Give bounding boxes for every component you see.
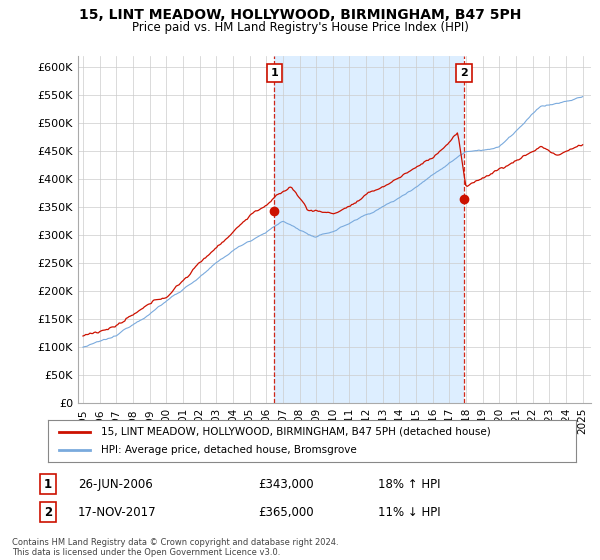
Bar bbox=[274, 56, 464, 403]
Text: 1: 1 bbox=[44, 478, 52, 491]
Text: 15, LINT MEADOW, HOLLYWOOD, BIRMINGHAM, B47 5PH: 15, LINT MEADOW, HOLLYWOOD, BIRMINGHAM, … bbox=[79, 8, 521, 22]
Text: £343,000: £343,000 bbox=[258, 478, 314, 491]
Text: 26-JUN-2006: 26-JUN-2006 bbox=[78, 478, 153, 491]
Text: £365,000: £365,000 bbox=[258, 506, 314, 519]
Text: 2: 2 bbox=[44, 506, 52, 519]
Text: Contains HM Land Registry data © Crown copyright and database right 2024.
This d: Contains HM Land Registry data © Crown c… bbox=[12, 538, 338, 557]
Text: 2: 2 bbox=[460, 68, 468, 78]
Text: Price paid vs. HM Land Registry's House Price Index (HPI): Price paid vs. HM Land Registry's House … bbox=[131, 21, 469, 34]
Text: 17-NOV-2017: 17-NOV-2017 bbox=[78, 506, 157, 519]
Text: HPI: Average price, detached house, Bromsgrove: HPI: Average price, detached house, Brom… bbox=[101, 445, 356, 455]
Text: 15, LINT MEADOW, HOLLYWOOD, BIRMINGHAM, B47 5PH (detached house): 15, LINT MEADOW, HOLLYWOOD, BIRMINGHAM, … bbox=[101, 427, 491, 437]
Text: 11% ↓ HPI: 11% ↓ HPI bbox=[378, 506, 440, 519]
Text: 1: 1 bbox=[271, 68, 278, 78]
Bar bbox=[464, 56, 591, 403]
Text: 18% ↑ HPI: 18% ↑ HPI bbox=[378, 478, 440, 491]
